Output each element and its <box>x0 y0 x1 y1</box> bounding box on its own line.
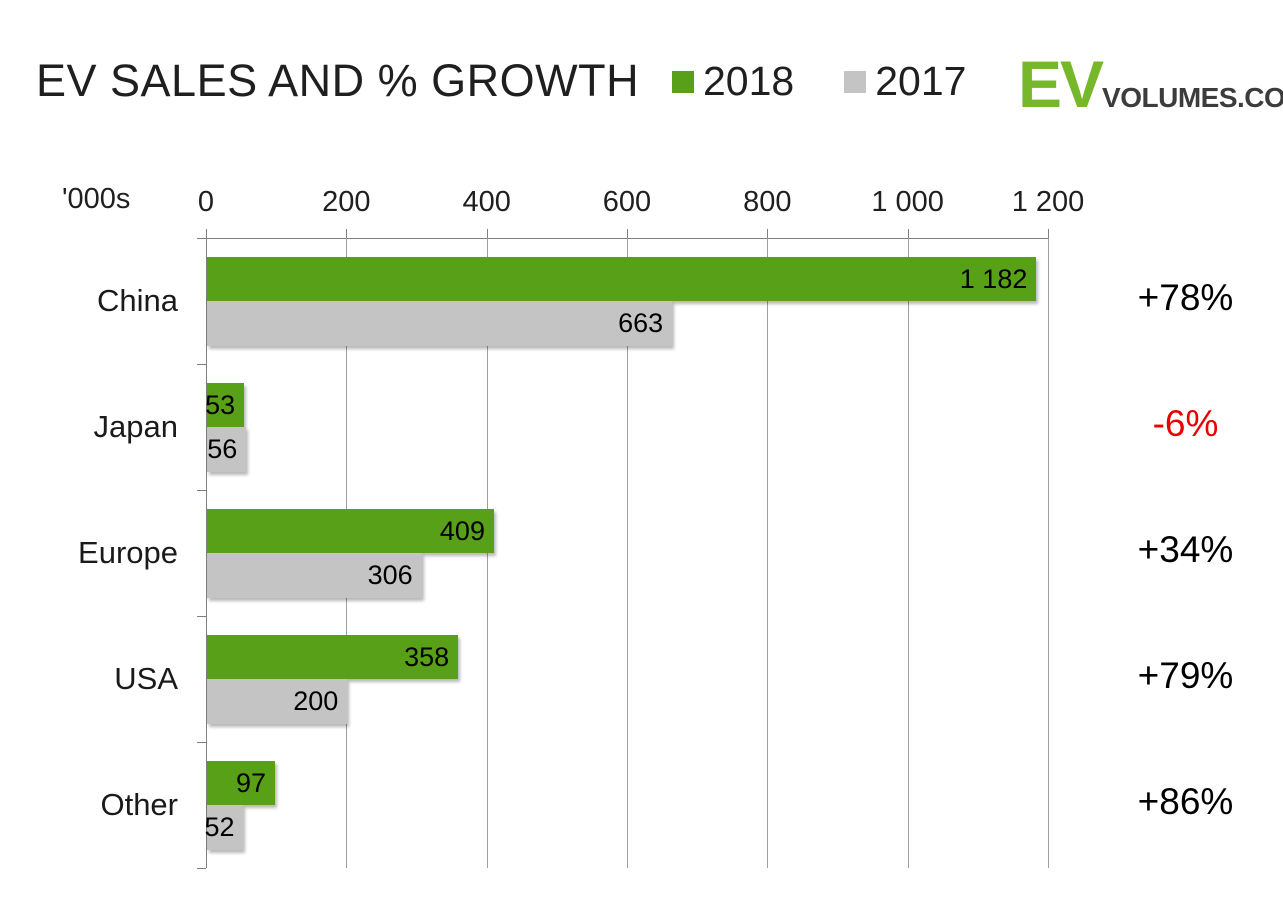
x-tick-label-600: 600 <box>602 186 652 218</box>
bar-2017-usa[interactable]: 200 <box>207 679 348 724</box>
x-tick-mark-0 <box>206 229 207 238</box>
y-tick-mark-1 <box>197 364 206 365</box>
gridline-400 <box>486 238 488 868</box>
growth-label-europe: +34% <box>1137 529 1234 570</box>
category-label-china: China <box>97 283 178 318</box>
category-label-usa: USA <box>114 661 178 696</box>
legend-label-2018: 2018 <box>703 58 795 104</box>
bar-value-2017-usa: 200 <box>293 686 339 716</box>
legend-swatch-2018-icon <box>672 70 694 93</box>
bar-2018-usa[interactable]: 358 <box>207 635 459 679</box>
legend-item-2017: 2017 <box>844 58 966 105</box>
bar-value-2017-japan: 56 <box>207 434 238 464</box>
logo-ev-text: EV <box>1018 47 1104 121</box>
y-tick-mark-4 <box>197 742 206 743</box>
legend-item-2018: 2018 <box>672 58 794 105</box>
bar-2018-china[interactable]: 1 182 <box>207 257 1037 301</box>
category-label-other: Other <box>100 787 178 822</box>
bar-value-2018-usa: 358 <box>404 642 450 672</box>
axis-unit-label: '000s <box>62 183 131 215</box>
bar-2018-europe[interactable]: 409 <box>207 509 494 553</box>
gridline-1200 <box>1048 238 1049 868</box>
category-label-japan: Japan <box>93 409 178 444</box>
y-axis-line <box>206 229 207 868</box>
y-tick-mark-0 <box>197 238 206 239</box>
plot-area: 0 200 400 600 800 1 000 1 200 China 1 182 663 +78%… <box>78 186 1233 869</box>
bar-value-2017-china: 663 <box>618 308 664 338</box>
x-tick-mark-600 <box>627 229 628 238</box>
bar-value-2018-japan: 53 <box>205 390 236 420</box>
chart-title: EV SALES AND % GROWTH <box>36 55 640 106</box>
bar-value-2018-other: 97 <box>236 768 267 798</box>
bar-2018-japan[interactable]: 53 <box>205 383 245 427</box>
legend: 2018 2017 <box>672 58 966 105</box>
x-tick-mark-1000 <box>907 229 909 238</box>
bar-value-2018-europe: 409 <box>439 516 485 546</box>
growth-label-china: +78% <box>1137 277 1234 318</box>
legend-swatch-2017-icon <box>844 70 867 93</box>
bar-value-2017-other: 52 <box>204 812 235 842</box>
x-tick-mark-800 <box>767 229 769 238</box>
bar-2017-china[interactable]: 663 <box>207 301 673 346</box>
category-label-europe: Europe <box>78 535 178 570</box>
legend-label-2017: 2017 <box>875 58 967 104</box>
bar-2017-japan[interactable]: 56 <box>207 427 247 472</box>
bar-value-2018-china: 1 182 <box>959 264 1028 294</box>
x-tick-mark-1200 <box>1048 229 1049 238</box>
growth-label-japan: -6% <box>1152 403 1219 444</box>
x-tick-label-400: 400 <box>462 186 511 218</box>
gridline-600 <box>627 238 628 868</box>
x-tick-label-1200: 1 200 <box>1011 186 1085 218</box>
gridline-1000 <box>907 238 909 868</box>
bar-value-2017-europe: 306 <box>367 560 413 590</box>
y-tick-mark-3 <box>197 616 206 617</box>
bar-2018-other[interactable]: 97 <box>207 761 276 805</box>
x-tick-mark-400 <box>486 229 488 238</box>
bar-2017-europe[interactable]: 306 <box>207 553 422 598</box>
growth-label-other: +86% <box>1137 781 1234 822</box>
y-tick-mark-2 <box>197 490 206 491</box>
growth-label-usa: +79% <box>1137 655 1234 696</box>
y-tick-mark-bottom <box>197 868 206 869</box>
x-tick-label-800: 800 <box>743 186 792 218</box>
gridline-800 <box>767 238 769 868</box>
x-tick-label-1000: 1 000 <box>871 186 944 218</box>
x-tick-label-200: 200 <box>322 186 371 218</box>
logo-rest-text: VOLUMES.COM <box>1102 82 1283 113</box>
x-tick-mark-200 <box>346 229 348 238</box>
bar-2017-other[interactable]: 52 <box>204 805 244 850</box>
x-tick-label-0: 0 <box>197 186 215 218</box>
